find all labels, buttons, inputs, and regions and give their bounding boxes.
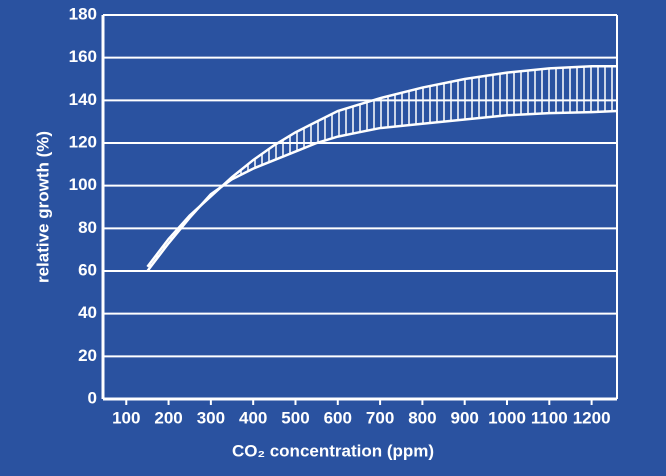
x-tick-label: 700 <box>366 408 394 427</box>
y-tick-label: 140 <box>69 90 97 109</box>
x-tick-label: 200 <box>154 408 182 427</box>
x-tick-label: 1200 <box>573 408 611 427</box>
x-tick-label: 500 <box>281 408 309 427</box>
x-axis-label: CO₂ concentration (ppm) <box>232 441 434 460</box>
y-tick-label: 40 <box>78 303 97 322</box>
y-axis-label: relative growth (%) <box>33 131 52 283</box>
y-tick-label: 0 <box>88 388 97 407</box>
y-tick-label: 60 <box>78 260 97 279</box>
y-tick-label: 100 <box>69 175 97 194</box>
y-tick-label: 120 <box>69 132 97 151</box>
curve <box>146 109 618 272</box>
y-tick-label: 20 <box>78 346 97 365</box>
x-tick-label: 1100 <box>531 408 568 427</box>
x-tick-label: 300 <box>197 408 225 427</box>
x-tick-label: 1000 <box>488 408 526 427</box>
y-tick-label: 180 <box>69 4 97 23</box>
y-tick-label: 160 <box>69 47 97 66</box>
x-tick-label: 900 <box>451 408 479 427</box>
x-tick-label: 400 <box>239 408 267 427</box>
x-tick-label: 800 <box>408 408 436 427</box>
y-tick-label: 80 <box>78 218 97 237</box>
hatch-band <box>147 66 618 271</box>
x-tick-label: 100 <box>112 408 140 427</box>
x-tick-label: 600 <box>324 408 352 427</box>
